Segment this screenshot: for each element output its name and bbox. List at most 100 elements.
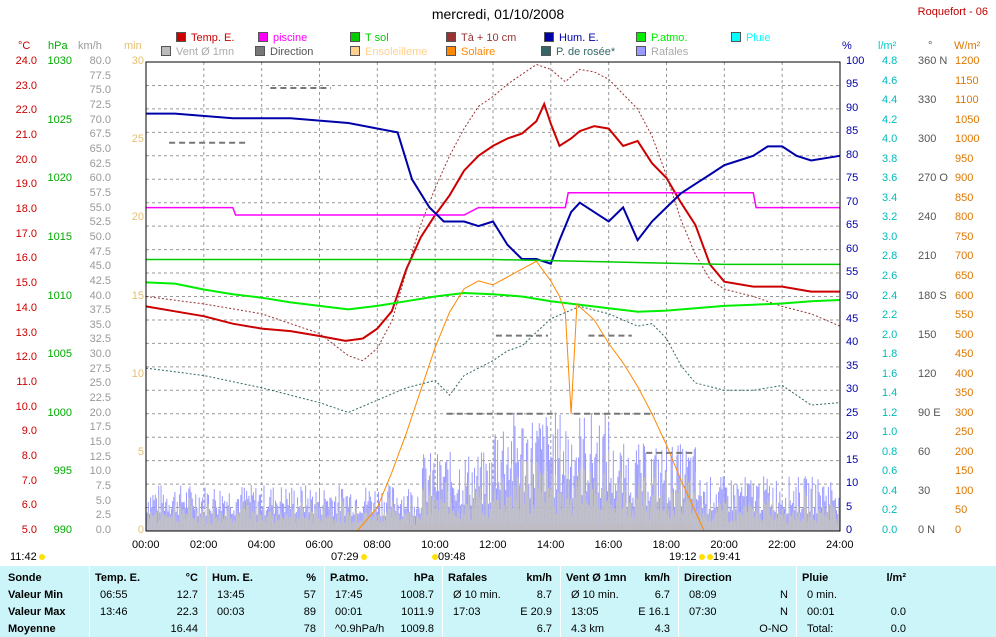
- tick-hum: 80: [846, 148, 859, 161]
- tick-rain: 0.4: [882, 484, 898, 497]
- table-cell-value: E 20.9: [520, 606, 552, 618]
- legend-label: Pluie: [746, 32, 771, 44]
- sun-label-left: 11:42: [10, 551, 45, 563]
- tick-wind: 55.0: [89, 201, 111, 214]
- legend-label: Vent Ø 1mn: [176, 46, 235, 58]
- table-cell-sub: 00:03: [217, 606, 245, 618]
- tick-wind: 40.0: [89, 289, 111, 302]
- legend-item: Tà + 10 cm: [446, 32, 516, 44]
- tick-temp: 12.0: [15, 351, 37, 364]
- tick-wind: 67.5: [89, 128, 111, 141]
- tick-press: 1020: [47, 172, 72, 185]
- unit-rain: l/m²: [878, 40, 897, 52]
- tick-hum: 0: [846, 524, 853, 536]
- tick-solar: 350: [955, 387, 974, 400]
- tick-time: 08:00: [363, 539, 391, 551]
- table-cell-sub: 13:05: [571, 606, 599, 618]
- tick-rain: 4.0: [882, 133, 898, 146]
- table-header-unit: l/m²: [886, 572, 906, 584]
- tick-press: 995: [53, 465, 72, 478]
- table-header: Rafales: [448, 572, 488, 584]
- tick-rain: 1.6: [882, 367, 898, 380]
- legend-item: Vent Ø 1mn: [161, 46, 234, 58]
- table-cell-sub: 00:01: [807, 606, 835, 618]
- table-cell-value: O-NO: [759, 623, 788, 635]
- tick-hum: 40: [846, 336, 859, 349]
- tick-solar: 500: [955, 328, 974, 341]
- tick-wind: 62.5: [89, 157, 111, 170]
- tick-hum: 50: [846, 289, 859, 302]
- table-header: Hum. E.: [212, 572, 253, 584]
- tick-rain: 1.2: [882, 406, 898, 419]
- series-piscine: [146, 192, 840, 216]
- table-cell-value: 1008.7: [400, 589, 434, 601]
- tick-hum: 5: [846, 500, 853, 513]
- table-cell-sub: Ø 10 min.: [571, 589, 619, 601]
- tick-rain: 3.8: [882, 152, 898, 165]
- legend-label: Temp. E.: [191, 32, 235, 44]
- tick-rain: 3.0: [882, 230, 898, 243]
- table-header-unit: km/h: [526, 572, 552, 584]
- tick-time: 14:00: [536, 539, 565, 551]
- tick-wind: 0.0: [95, 524, 111, 536]
- weather-chart: [145, 61, 841, 532]
- tick-wind: 45.0: [89, 260, 111, 273]
- table-cell-sub: 13:46: [100, 606, 128, 618]
- tick-rain: 2.4: [882, 289, 898, 302]
- tick-rain: 1.0: [882, 426, 898, 439]
- legend-label: Ensoleilleme: [365, 46, 428, 58]
- table-cell-value: 4.3: [654, 623, 670, 635]
- tick-press: 990: [53, 524, 72, 536]
- tick-temp: 15.0: [15, 277, 37, 290]
- tick-temp: 16.0: [15, 252, 37, 265]
- tick-rain: 0.2: [882, 504, 898, 517]
- tick-time: 10:00: [421, 539, 449, 551]
- tick-temp: 6.0: [21, 499, 37, 512]
- tick-hum: 90: [846, 101, 859, 114]
- table-header: Pluie: [802, 572, 829, 584]
- legend-swatch: [176, 32, 186, 42]
- sunshine-area: [403, 524, 693, 531]
- tick-dir: 240: [918, 211, 937, 224]
- tick-solar: 100: [955, 484, 974, 497]
- legend-swatch: [161, 46, 171, 56]
- tick-wind: 70.0: [89, 113, 111, 126]
- legend-swatch: [255, 46, 265, 56]
- tick-sun: 20: [131, 211, 144, 224]
- tick-sun: 25: [131, 133, 144, 146]
- table-cell-sub: 13:45: [217, 589, 245, 601]
- tick-time: 20:00: [710, 539, 738, 551]
- tick-temp: 11.0: [16, 375, 37, 388]
- table-header: Vent Ø 1mn: [566, 572, 627, 584]
- tick-solar: 1150: [955, 74, 979, 87]
- tick-wind: 5.0: [95, 494, 111, 507]
- tick-wind: 77.5: [89, 69, 111, 82]
- tick-time: 00:00: [132, 539, 160, 551]
- tick-wind: 47.5: [89, 245, 111, 258]
- chart-grid: [146, 62, 840, 531]
- tick-rain: 0.6: [882, 465, 898, 478]
- direction-marks: [169, 87, 696, 454]
- tick-sun: 10: [131, 367, 144, 380]
- legend-swatch: [731, 32, 741, 42]
- tick-rain: 4.4: [882, 94, 898, 107]
- table-cell-sub: Total:: [807, 623, 834, 635]
- legend-label: T sol: [365, 32, 389, 44]
- tick-temp: 14.0: [15, 301, 37, 314]
- sunshine-band: [403, 524, 693, 531]
- tick-dir: 90 E: [918, 406, 941, 419]
- tick-hum: 60: [846, 242, 859, 255]
- tick-wind: 57.5: [89, 186, 111, 199]
- sunrise-label: 07:29: [331, 551, 367, 563]
- tick-rain: 4.2: [882, 113, 898, 126]
- tick-wind: 50.0: [89, 230, 111, 243]
- tick-press: 1005: [47, 348, 72, 361]
- tick-wind: 30.0: [89, 348, 111, 361]
- table-cell-sub: 00:01: [335, 606, 363, 618]
- table-header-unit: °C: [185, 572, 198, 584]
- tick-wind: 37.5: [89, 304, 111, 317]
- tick-solar: 800: [955, 211, 974, 224]
- series-hum-e-: [146, 112, 841, 265]
- tick-hum: 25: [846, 406, 859, 419]
- legend-label: Direction: [270, 46, 314, 58]
